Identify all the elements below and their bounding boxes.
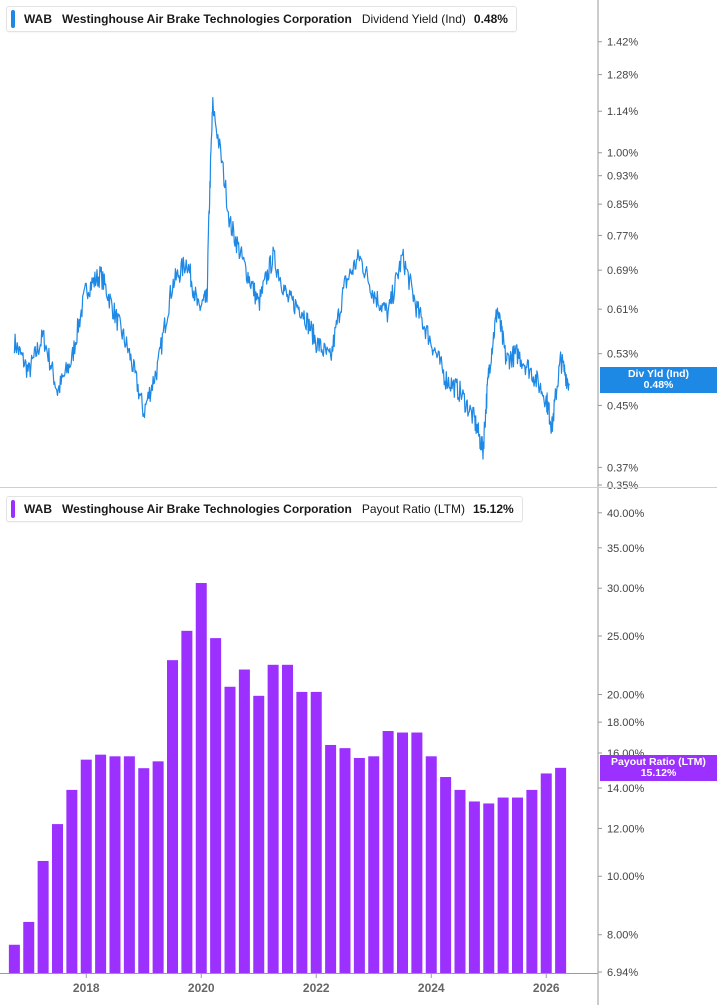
- bottom-y-tick-label: 18.00%: [607, 717, 645, 729]
- payout-bar: [210, 638, 222, 973]
- x-axis: 2018 2020 2022 2024 2026: [73, 973, 560, 995]
- bottom-y-tick-label: 14.00%: [607, 783, 645, 795]
- top-y-tick-label: 0.77%: [607, 230, 638, 242]
- top-y-tick-label: 1.00%: [607, 148, 638, 160]
- payout-bar: [526, 789, 538, 973]
- dividend-yield-plot: [13, 96, 570, 460]
- payout-bar: [238, 669, 250, 973]
- payout-bar: [8, 944, 20, 973]
- x-tick-label: 2022: [303, 981, 330, 995]
- payout-bar: [497, 797, 509, 973]
- legend-value: 0.48%: [473, 12, 508, 26]
- x-tick-label: 2026: [533, 981, 560, 995]
- payout-bar: [66, 789, 78, 973]
- tag-label: Div Yld (Ind): [627, 368, 690, 380]
- legend-ticker: WAB: [24, 502, 52, 516]
- tag-label: Payout Ratio (LTM): [611, 756, 706, 768]
- payout-bar: [468, 801, 480, 973]
- bottom-y-tick-label: 30.00%: [607, 583, 645, 595]
- tag-value: 0.48%: [643, 379, 674, 391]
- bottom-y-tick-label: 6.94%: [607, 967, 638, 979]
- payout-bar: [325, 744, 337, 973]
- payout-bar: [555, 767, 567, 973]
- legend-company: Westinghouse Air Brake Technologies Corp…: [62, 12, 352, 26]
- payout-bar: [267, 664, 279, 973]
- bottom-y-tick-label: 10.00%: [607, 871, 645, 883]
- payout-ratio-legend[interactable]: WAB Westinghouse Air Brake Technologies …: [6, 496, 523, 522]
- payout-bar: [37, 860, 49, 973]
- top-y-tick-label: 0.35%: [607, 480, 638, 492]
- bottom-y-tick-label: 12.00%: [607, 823, 645, 835]
- top-y-tick-label: 1.14%: [607, 106, 638, 118]
- payout-bar: [167, 660, 178, 973]
- payout-ratio-value-tag: Payout Ratio (LTM) 15.12%: [600, 755, 717, 781]
- payout-bar: [397, 732, 408, 973]
- payout-bar: [123, 756, 135, 973]
- payout-bar: [95, 754, 107, 973]
- dividend-yield-line: [13, 96, 570, 460]
- payout-bar: [483, 803, 495, 973]
- payout-bar: [382, 731, 394, 973]
- top-y-tick-label: 0.53%: [607, 349, 638, 361]
- payout-ratio-plot: [8, 583, 567, 973]
- payout-bar: [195, 583, 207, 973]
- payout-bar: [253, 695, 265, 973]
- top-y-tick-label: 0.45%: [607, 400, 638, 412]
- top-y-tick-label: 0.85%: [607, 199, 638, 211]
- legend-metric: Dividend Yield (Ind): [361, 12, 466, 26]
- top-y-tick-label: 0.37%: [607, 462, 638, 474]
- top-y-tick-label: 1.42%: [607, 37, 638, 49]
- payout-bar: [23, 921, 35, 973]
- bottom-y-tick-label: 8.00%: [607, 930, 638, 942]
- x-tick-label: 2020: [188, 981, 215, 995]
- series-color-swatch: [11, 500, 15, 518]
- bottom-y-tick-label: 35.00%: [607, 543, 645, 555]
- payout-bar: [282, 664, 293, 973]
- payout-bar: [425, 756, 437, 973]
- payout-bar: [138, 768, 150, 973]
- payout-bar: [411, 732, 423, 973]
- payout-bar: [152, 761, 164, 973]
- legend-value: 15.12%: [472, 502, 514, 516]
- payout-bar: [80, 759, 92, 973]
- bottom-y-tick-label: 25.00%: [607, 631, 645, 643]
- payout-bar: [310, 691, 322, 973]
- payout-bar: [368, 756, 380, 973]
- payout-bar: [454, 789, 466, 973]
- top-y-axis: 1.42% 1.28% 1.14% 1.00% 0.93% 0.85% 0.77% 0.69%…: [598, 37, 638, 492]
- tag-value: 15.12%: [640, 767, 677, 779]
- bottom-y-axis: 40.00%35.00%30.00%25.00%20.00%18.00%16.0…: [598, 508, 645, 979]
- dividend-yield-legend[interactable]: WAB Westinghouse Air Brake Technologies …: [6, 6, 517, 32]
- legend-company: Westinghouse Air Brake Technologies Corp…: [62, 502, 352, 516]
- payout-bar: [339, 748, 351, 973]
- payout-bar: [181, 630, 193, 973]
- payout-bar: [296, 691, 308, 973]
- top-y-tick-label: 0.93%: [607, 171, 638, 183]
- x-tick-label: 2018: [73, 981, 100, 995]
- payout-bar: [353, 757, 365, 973]
- top-y-tick-label: 1.28%: [607, 70, 638, 82]
- payout-bar: [109, 756, 121, 973]
- legend-ticker: WAB: [24, 12, 52, 26]
- series-color-swatch: [11, 10, 15, 28]
- payout-bar: [512, 797, 523, 973]
- x-tick-label: 2024: [418, 981, 445, 995]
- payout-bar: [540, 773, 552, 973]
- legend-metric: Payout Ratio (LTM): [361, 502, 465, 516]
- dividend-yield-value-tag: Div Yld (Ind) 0.48%: [600, 367, 717, 393]
- payout-bar: [440, 777, 452, 973]
- top-y-tick-label: 0.61%: [607, 304, 638, 316]
- payout-bar: [52, 824, 63, 973]
- bottom-y-tick-label: 20.00%: [607, 690, 645, 702]
- payout-bar: [224, 686, 236, 973]
- top-y-tick-label: 0.69%: [607, 265, 638, 277]
- bottom-y-tick-label: 40.00%: [607, 508, 645, 520]
